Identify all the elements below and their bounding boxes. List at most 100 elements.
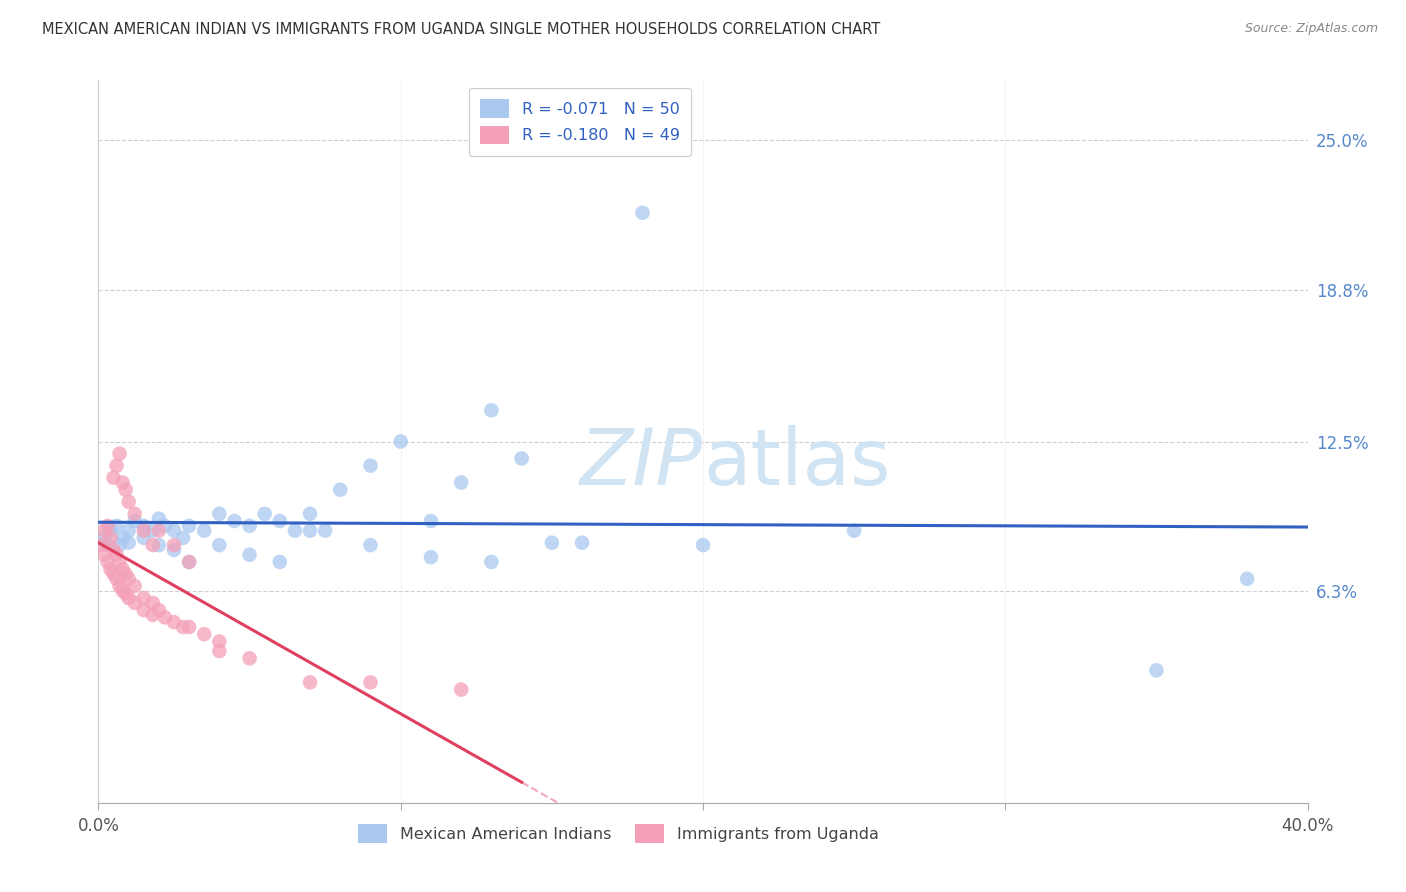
Point [481, 403, 503, 417]
Point [105, 519, 128, 533]
Point [124, 514, 146, 528]
Point [93, 531, 115, 545]
Point [179, 620, 201, 634]
Text: atlas: atlas [703, 425, 890, 501]
Point [118, 572, 141, 586]
Point [105, 458, 128, 473]
Point [179, 555, 201, 569]
Point [329, 483, 352, 497]
Point [239, 519, 262, 533]
Text: MEXICAN AMERICAN INDIAN VS IMMIGRANTS FROM UGANDA SINGLE MOTHER HOUSEHOLDS CORRE: MEXICAN AMERICAN INDIAN VS IMMIGRANTS FR… [42, 22, 880, 37]
Point [1236, 572, 1258, 586]
Point [163, 524, 186, 538]
Point [111, 562, 134, 576]
Point [450, 475, 472, 490]
Point [360, 458, 382, 473]
Point [118, 524, 141, 538]
Point [193, 627, 215, 641]
Point [103, 471, 125, 485]
Point [111, 475, 134, 490]
Point [142, 596, 165, 610]
Point [93, 524, 115, 538]
Point [153, 610, 176, 624]
Point [132, 591, 155, 606]
Point [105, 572, 128, 586]
Point [96, 555, 118, 569]
Point [108, 555, 131, 569]
Point [179, 519, 201, 533]
Point [132, 519, 155, 533]
Point [208, 538, 231, 552]
Point [163, 542, 186, 557]
Point [284, 524, 307, 538]
Y-axis label: Single Mother Households: Single Mother Households [0, 342, 7, 541]
Point [360, 675, 382, 690]
Point [114, 586, 136, 600]
Point [142, 538, 165, 552]
Point [239, 548, 262, 562]
Point [114, 567, 136, 582]
Point [142, 607, 165, 622]
Text: Source: ZipAtlas.com: Source: ZipAtlas.com [1244, 22, 1378, 36]
Point [105, 548, 128, 562]
Point [420, 514, 443, 528]
Point [118, 591, 141, 606]
Point [100, 531, 122, 545]
Point [208, 644, 231, 658]
Point [100, 562, 122, 576]
Point [148, 603, 170, 617]
Point [208, 507, 231, 521]
Point [163, 538, 186, 552]
Point [420, 550, 443, 565]
Point [108, 579, 131, 593]
Point [132, 603, 155, 617]
Point [111, 583, 134, 598]
Point [148, 538, 170, 552]
Point [103, 542, 125, 557]
Point [481, 555, 503, 569]
Point [124, 596, 146, 610]
Point [108, 538, 131, 552]
Point [692, 538, 714, 552]
Point [1144, 664, 1167, 678]
Point [124, 507, 146, 521]
Point [389, 434, 412, 449]
Point [450, 682, 472, 697]
Point [208, 634, 231, 648]
Legend: Mexican American Indians, Immigrants from Uganda: Mexican American Indians, Immigrants fro… [352, 818, 884, 849]
Point [269, 555, 291, 569]
Point [239, 651, 262, 665]
Point [108, 447, 131, 461]
Point [96, 519, 118, 533]
Point [111, 531, 134, 545]
Point [142, 524, 165, 538]
Point [153, 519, 176, 533]
Text: ZIP: ZIP [581, 425, 703, 501]
Point [299, 524, 322, 538]
Point [103, 567, 125, 582]
Point [299, 507, 322, 521]
Point [118, 494, 141, 508]
Point [360, 538, 382, 552]
Point [844, 524, 866, 538]
Point [179, 555, 201, 569]
Point [100, 524, 122, 538]
Point [132, 524, 155, 538]
Point [93, 548, 115, 562]
Point [90, 538, 112, 552]
Point [96, 538, 118, 552]
Point [224, 514, 246, 528]
Point [299, 675, 322, 690]
Point [631, 205, 654, 219]
Point [571, 535, 593, 549]
Point [193, 524, 215, 538]
Point [172, 620, 194, 634]
Point [510, 451, 533, 466]
Point [269, 514, 291, 528]
Point [132, 531, 155, 545]
Point [163, 615, 186, 630]
Point [314, 524, 336, 538]
Point [253, 507, 276, 521]
Point [540, 535, 562, 549]
Point [114, 483, 136, 497]
